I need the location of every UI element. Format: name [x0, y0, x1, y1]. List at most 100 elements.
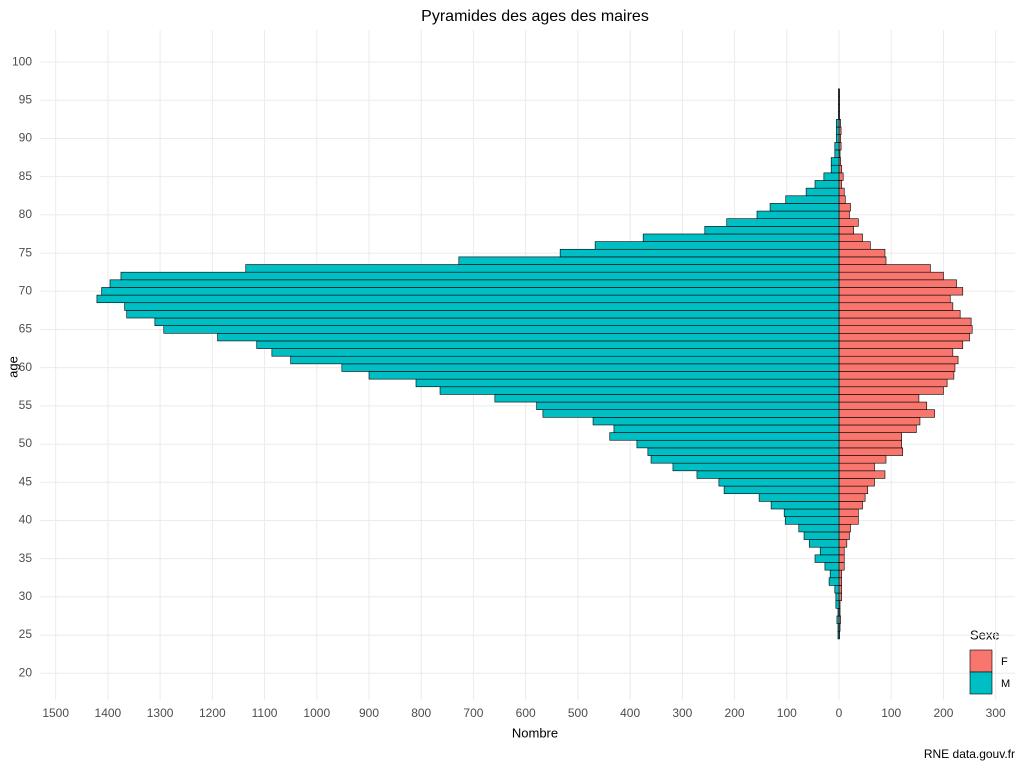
- bar: [838, 164, 842, 174]
- bar: [837, 608, 840, 617]
- bar: [838, 96, 840, 105]
- bar: [126, 310, 840, 319]
- bar: [756, 210, 840, 220]
- y-tick-label: 95: [19, 92, 33, 106]
- bar: [835, 592, 840, 601]
- bar: [124, 302, 840, 311]
- bar: [838, 470, 886, 479]
- bar: [808, 539, 840, 548]
- bar: [838, 447, 904, 456]
- bar: [838, 195, 846, 204]
- bar: [838, 409, 935, 418]
- bar: [838, 523, 851, 533]
- bar: [838, 233, 863, 242]
- chart-title: Pyramides des ages des maires: [421, 8, 649, 25]
- bar: [838, 394, 920, 403]
- bar: [415, 378, 840, 388]
- bar: [642, 233, 840, 242]
- x-axis-title: Nombre: [512, 725, 558, 740]
- bar: [838, 585, 842, 594]
- bar: [838, 424, 917, 433]
- bar: [837, 630, 840, 640]
- bar: [828, 577, 840, 586]
- bar: [830, 157, 840, 166]
- bar: [830, 164, 840, 174]
- bar: [829, 569, 840, 579]
- bar: [650, 455, 840, 464]
- y-tick-label: 20: [19, 665, 33, 679]
- bar: [837, 623, 840, 632]
- x-tick-label: 300: [986, 706, 1006, 720]
- bar: [838, 172, 844, 181]
- bar: [494, 394, 840, 403]
- y-tick-label: 60: [19, 360, 33, 374]
- bar: [838, 485, 869, 495]
- bar: [838, 401, 928, 410]
- bar: [271, 348, 840, 357]
- bar: [805, 187, 840, 197]
- bar: [838, 432, 902, 441]
- bar: [101, 287, 840, 296]
- x-tick-label: 800: [411, 706, 431, 720]
- bar: [814, 554, 840, 563]
- bar: [798, 523, 840, 533]
- bar: [838, 332, 970, 342]
- bar: [834, 149, 840, 158]
- y-tick-label: 50: [19, 436, 33, 450]
- y-tick-label: 65: [19, 322, 33, 336]
- bar: [784, 516, 840, 525]
- bar: [838, 203, 851, 212]
- bar: [368, 371, 840, 380]
- bar: [96, 294, 840, 304]
- x-tick-label: 900: [359, 706, 379, 720]
- bar: [838, 554, 845, 563]
- bar: [838, 126, 842, 135]
- bar: [838, 264, 931, 273]
- bar: [704, 226, 840, 235]
- bar: [154, 317, 840, 326]
- bar: [120, 271, 840, 281]
- bar: [109, 279, 840, 288]
- x-tick-label: 1100: [252, 706, 278, 720]
- bar: [838, 218, 859, 227]
- bar: [838, 226, 854, 235]
- bar: [636, 439, 840, 449]
- y-tick-label: 75: [19, 245, 33, 259]
- bar: [838, 294, 951, 304]
- bar: [824, 562, 840, 571]
- bar: [439, 386, 840, 395]
- bar: [838, 325, 973, 334]
- bar: [726, 218, 840, 227]
- x-tick-label: 100: [777, 706, 797, 720]
- bar: [838, 180, 842, 189]
- y-tick-label: 80: [19, 207, 33, 221]
- bar: [803, 531, 840, 540]
- bar: [838, 378, 948, 388]
- bar: [834, 585, 840, 594]
- x-tick-label: 500: [568, 706, 588, 720]
- x-tick-label: 1300: [147, 706, 174, 720]
- bar: [834, 142, 840, 151]
- bar: [838, 516, 859, 525]
- bar: [613, 424, 840, 433]
- bar: [838, 577, 842, 586]
- y-tick-label: 85: [19, 169, 33, 183]
- bar: [838, 386, 944, 395]
- bar: [256, 340, 840, 349]
- bar: [838, 531, 850, 540]
- bar: [785, 195, 840, 204]
- bar: [217, 332, 840, 342]
- x-tick-label: 700: [463, 706, 483, 720]
- bar: [838, 88, 840, 97]
- bar: [819, 546, 840, 556]
- bar: [559, 248, 840, 258]
- caption: RNE data.gouv.fr: [924, 747, 1015, 761]
- bar: [838, 241, 871, 250]
- bar: [718, 478, 840, 487]
- bar: [838, 478, 875, 487]
- x-tick-label: 1400: [95, 706, 122, 720]
- bar: [838, 417, 921, 426]
- y-tick-label: 35: [19, 551, 33, 565]
- legend-label: F: [1001, 656, 1008, 668]
- bar: [542, 409, 840, 418]
